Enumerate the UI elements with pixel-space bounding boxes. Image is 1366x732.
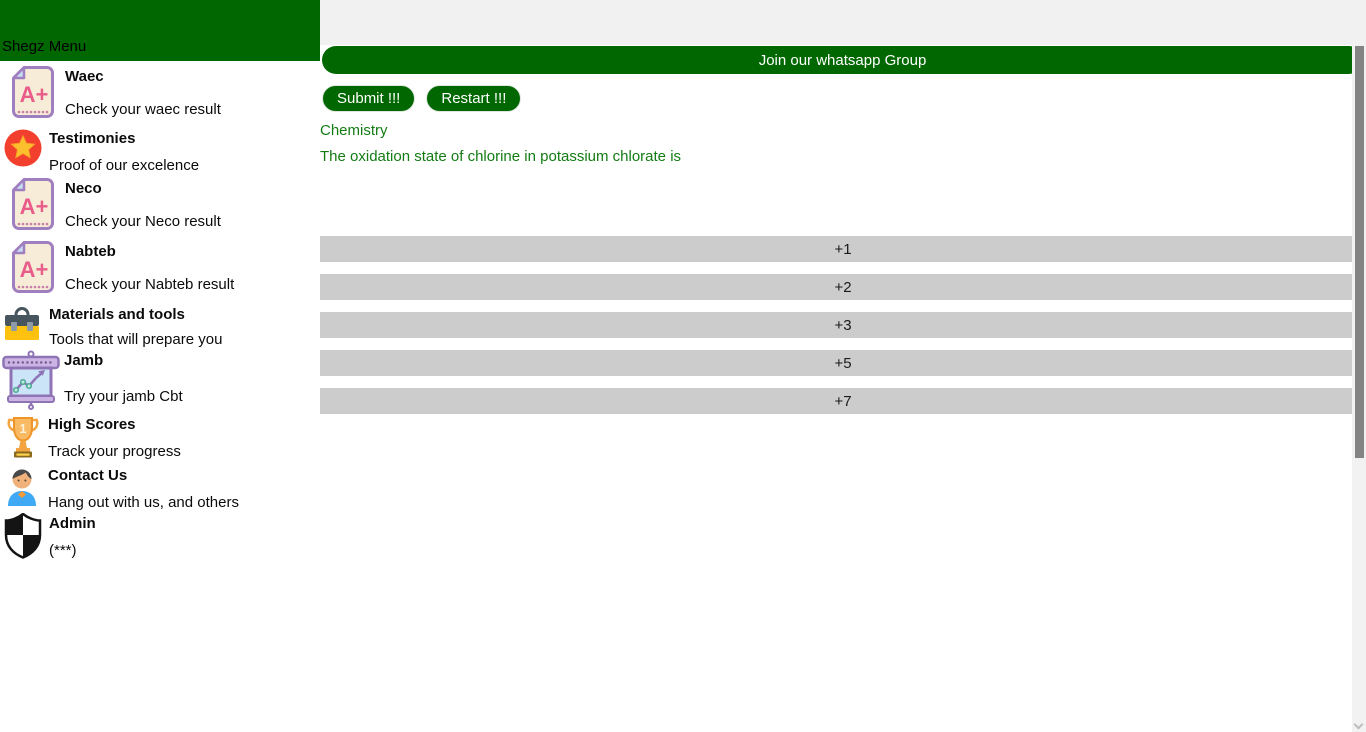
menu-item-title: Materials and tools xyxy=(49,306,185,323)
subject-label: Chemistry xyxy=(320,122,388,139)
menu-item-subtitle: Proof of our excelence xyxy=(49,157,200,174)
menu-item-text: Nabteb Check your Nabteb result xyxy=(65,241,234,295)
result-doc-icon: A+ xyxy=(12,66,54,118)
restart-button[interactable]: Restart !!! xyxy=(426,85,522,112)
question-text: The oxidation state of chlorine in potas… xyxy=(320,148,682,165)
menu-item-text: Waec Check your waec result xyxy=(65,66,221,120)
sidebar-item-testimonies[interactable]: Testimonies Proof of our excelence xyxy=(0,128,320,176)
sidebar-header: Shegz Menu xyxy=(0,0,320,61)
menu-item-subtitle: Try your jamb Cbt xyxy=(64,388,183,405)
sidebar: Shegz Menu A+ Waec Check your waec result T… xyxy=(0,0,320,732)
submit-button[interactable]: Submit !!! xyxy=(322,85,416,112)
menu-item-title: Jamb xyxy=(64,352,104,369)
person-icon xyxy=(6,466,38,506)
menu-item-subtitle: Check your Nabteb result xyxy=(65,276,235,293)
shield-icon xyxy=(4,513,42,559)
answer-option[interactable]: +7 xyxy=(320,388,1366,414)
result-doc-icon: A+ xyxy=(12,178,54,230)
menu-item-title: Admin xyxy=(49,515,96,532)
menu-item-title: Waec xyxy=(65,68,104,85)
star-badge-icon xyxy=(4,129,42,167)
menu-item-subtitle: Hang out with us, and others xyxy=(48,494,239,511)
menu-item-subtitle: Check your Neco result xyxy=(65,213,221,230)
sidebar-item-waec[interactable]: A+ Waec Check your waec result xyxy=(0,66,320,120)
menu-title: Shegz Menu xyxy=(2,38,87,55)
sidebar-menu: A+ Waec Check your waec result Testimonies P… xyxy=(0,66,320,561)
menu-item-title: Neco xyxy=(65,180,102,197)
svg-text:A+: A+ xyxy=(20,257,49,282)
menu-item-text: Jamb Try your jamb Cbt xyxy=(64,350,183,407)
menu-item-title: Nabteb xyxy=(65,243,116,260)
menu-item-text: Contact Us Hang out with us, and others xyxy=(48,465,239,513)
content-area: Join our whatsapp Group Submit !!! Resta… xyxy=(320,0,1366,732)
sidebar-item-contact-us[interactable]: Contact Us Hang out with us, and others xyxy=(0,465,320,513)
menu-item-title: Testimonies xyxy=(49,130,136,147)
scrollbar-thumb[interactable] xyxy=(1355,46,1364,458)
menu-item-text: Admin (***) xyxy=(49,513,96,561)
sidebar-item-nabteb[interactable]: A+ Nabteb Check your Nabteb result xyxy=(0,241,320,295)
toolbox-icon xyxy=(4,307,40,341)
whatsapp-banner-label: Join our whatsapp Group xyxy=(758,51,927,69)
menu-item-text: Neco Check your Neco result xyxy=(65,178,221,232)
top-strip xyxy=(320,0,1366,45)
sidebar-item-jamb[interactable]: Jamb Try your jamb Cbt xyxy=(0,350,320,410)
menu-item-text: High Scores Track your progress xyxy=(48,414,181,462)
whatsapp-banner-button[interactable]: Join our whatsapp Group xyxy=(322,46,1363,74)
sidebar-item-neco[interactable]: A+ Neco Check your Neco result xyxy=(0,178,320,232)
answer-options: +1 +2 +3 +5 +7 xyxy=(320,236,1366,426)
menu-item-text: Testimonies Proof of our excelence xyxy=(49,128,199,176)
menu-item-title: Contact Us xyxy=(48,467,128,484)
answer-option[interactable]: +3 xyxy=(320,312,1366,338)
menu-item-title: High Scores xyxy=(48,416,136,433)
scrollbar[interactable] xyxy=(1352,45,1366,732)
menu-item-text: Materials and tools Tools that will prepa… xyxy=(49,304,222,350)
svg-text:A+: A+ xyxy=(20,194,49,219)
svg-text:1: 1 xyxy=(19,421,26,436)
action-button-row: Submit !!! Restart !!! xyxy=(322,85,522,112)
scroll-down-arrow-icon[interactable] xyxy=(1355,721,1362,728)
sidebar-item-high-scores[interactable]: 1 High Scores Track your progress xyxy=(0,414,320,462)
chart-board-icon xyxy=(2,350,60,410)
menu-item-subtitle: Check your waec result xyxy=(65,101,221,118)
result-doc-icon: A+ xyxy=(12,241,54,293)
answer-option[interactable]: +2 xyxy=(320,274,1366,300)
sidebar-item-admin[interactable]: Admin (***) xyxy=(0,513,320,561)
answer-option[interactable]: +5 xyxy=(320,350,1366,376)
svg-text:A+: A+ xyxy=(20,82,49,107)
menu-item-subtitle: Track your progress xyxy=(48,443,181,460)
trophy-icon: 1 xyxy=(6,416,40,458)
sidebar-item-materials-and-tools[interactable]: Materials and tools Tools that will prepa… xyxy=(0,304,320,350)
menu-item-subtitle: (***) xyxy=(49,542,77,559)
menu-item-subtitle: Tools that will prepare you xyxy=(49,331,223,348)
answer-option[interactable]: +1 xyxy=(320,236,1366,262)
